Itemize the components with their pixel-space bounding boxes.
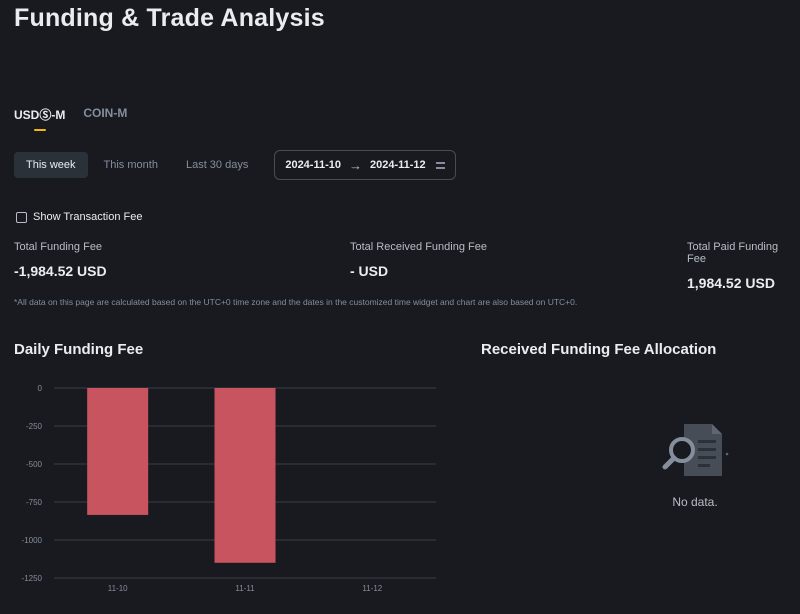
x-tick-label: 11-11 bbox=[235, 584, 255, 593]
page-title: Funding & Trade Analysis bbox=[14, 4, 325, 32]
total-funding-fee-stat: Total Funding Fee -1,984.52 USD bbox=[14, 241, 107, 279]
daily-funding-fee-title: Daily Funding Fee bbox=[14, 341, 144, 358]
stat-label: Total Paid Funding Fee bbox=[687, 241, 779, 265]
bar bbox=[87, 388, 149, 515]
date-start: 2024-11-10 bbox=[285, 159, 341, 171]
date-end: 2024-11-12 bbox=[370, 159, 426, 171]
stat-value: - USD bbox=[350, 263, 389, 279]
date-range-picker[interactable]: 2024-11-10 → 2024-11-12 bbox=[274, 150, 456, 180]
x-tick-label: 11-12 bbox=[362, 584, 382, 593]
y-tick-label: 0 bbox=[38, 384, 43, 393]
arrow-right-icon: → bbox=[349, 157, 362, 173]
total-paid-funding-fee-stat: Total Paid Funding Fee 1,984.52 USD bbox=[687, 241, 800, 291]
show-transaction-fee-toggle[interactable]: Show Transaction Fee bbox=[16, 211, 142, 223]
no-data-text: No data. bbox=[672, 495, 718, 509]
period-this-month-button[interactable]: This month bbox=[103, 159, 158, 171]
no-data-document-search-icon bbox=[662, 424, 729, 476]
y-tick-label: -1000 bbox=[22, 536, 43, 545]
period-selector: This week This month Last 30 days 2024-1… bbox=[14, 150, 456, 180]
show-transaction-fee-checkbox[interactable] bbox=[16, 211, 27, 223]
show-transaction-fee-label: Show Transaction Fee bbox=[33, 211, 143, 223]
tab-usds-m[interactable]: USDⓈ-M bbox=[14, 106, 65, 131]
y-tick-label: -750 bbox=[26, 498, 43, 507]
contract-type-tabs: USDⓈ-M COIN-M bbox=[14, 106, 127, 131]
stat-label: Total Received Funding Fee bbox=[350, 241, 487, 253]
calendar-icon[interactable] bbox=[435, 161, 445, 169]
x-tick-label: 11-10 bbox=[108, 584, 128, 593]
allocation-empty-state: No data. bbox=[655, 420, 735, 509]
period-last-30-days-button[interactable]: Last 30 days bbox=[185, 159, 249, 171]
period-this-week-button[interactable]: This week bbox=[14, 152, 88, 178]
total-received-funding-fee-stat: Total Received Funding Fee - USD bbox=[350, 241, 487, 279]
bar bbox=[214, 388, 276, 563]
y-tick-label: -250 bbox=[26, 422, 43, 431]
tab-coin-m[interactable]: COIN-M bbox=[83, 106, 128, 120]
stat-label: Total Funding Fee bbox=[14, 241, 103, 253]
timezone-note: *All data on this page are calculated ba… bbox=[14, 297, 578, 307]
allocation-title: Received Funding Fee Allocation bbox=[481, 341, 717, 358]
y-tick-label: -1250 bbox=[22, 574, 43, 583]
y-tick-label: -500 bbox=[26, 460, 43, 469]
daily-funding-fee-chart: 0 -250 -500 -750 -1000 -1250 11-10 11-11 11-12 bbox=[22, 384, 436, 593]
stat-value: 1,984.52 USD bbox=[687, 275, 775, 291]
stat-value: -1,984.52 USD bbox=[14, 263, 107, 279]
